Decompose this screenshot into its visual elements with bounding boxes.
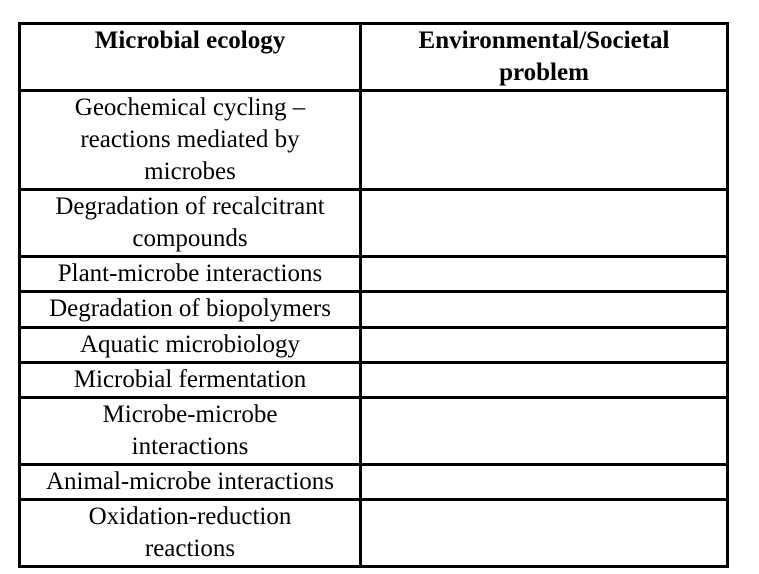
topic-cell: Microbe-microbe interactions (18, 396, 362, 466)
header-label-line: Environmental/Societal (418, 27, 670, 54)
topic-line: reactions (144, 535, 236, 562)
topic-cell: Oxidation-reduction reactions (18, 498, 362, 568)
topic-cell: Animal-microbe interactions (18, 463, 362, 501)
table-row: Degradation of biopolymers (18, 290, 729, 329)
topic-cell: Microbial fermentation (18, 361, 362, 399)
problem-cell (359, 463, 729, 501)
column-header-environmental-societal-problem: Environmental/Societal problem (359, 22, 729, 92)
topic-cell: Aquatic microbiology (18, 326, 362, 364)
problem-cell (359, 255, 729, 293)
table-row: Oxidation-reduction reactions (18, 498, 729, 568)
topic-cell: Geochemical cycling – reactions mediated… (18, 89, 362, 191)
table-row: Degradation of recalcitrant compounds (18, 188, 729, 258)
topic-cell: Degradation of biopolymers (18, 290, 362, 329)
problem-cell (359, 89, 729, 191)
topic-line: compounds (132, 225, 248, 252)
topic-line: Degradation of recalcitrant (55, 193, 325, 220)
topic-line: Animal-microbe interactions (45, 468, 335, 495)
table-row: Geochemical cycling – reactions mediated… (18, 89, 729, 191)
problem-cell (359, 188, 729, 258)
table-row: Microbial fermentation (18, 361, 729, 399)
topic-cell: Plant-microbe interactions (18, 255, 362, 293)
topic-line: reactions mediated by (80, 126, 300, 153)
problem-cell (359, 290, 729, 329)
topic-line: Microbe-microbe (102, 401, 278, 428)
topic-line: Degradation of biopolymers (49, 295, 331, 322)
problem-cell (359, 361, 729, 399)
topic-line: Oxidation-reduction (88, 503, 292, 530)
topic-line: microbes (144, 158, 236, 185)
table-row: Microbe-microbe interactions (18, 396, 729, 466)
table-row: Plant-microbe interactions (18, 255, 729, 293)
table-row: Aquatic microbiology (18, 326, 729, 364)
problem-cell (359, 396, 729, 466)
microbial-ecology-table: Microbial ecology Environmental/Societal… (18, 22, 729, 568)
problem-cell (359, 326, 729, 364)
topic-line: Plant-microbe interactions (57, 260, 323, 287)
topic-line: Geochemical cycling – (74, 94, 306, 121)
topic-line: Aquatic microbiology (79, 331, 301, 358)
header-label: Microbial ecology (94, 27, 286, 54)
table-header-row: Microbial ecology Environmental/Societal… (18, 22, 729, 92)
column-header-microbial-ecology: Microbial ecology (18, 22, 362, 92)
topic-line: Microbial fermentation (73, 366, 307, 393)
topic-line: interactions (131, 433, 249, 460)
table-row: Animal-microbe interactions (18, 463, 729, 501)
header-label-line: problem (499, 59, 589, 86)
problem-cell (359, 498, 729, 568)
topic-cell: Degradation of recalcitrant compounds (18, 188, 362, 258)
